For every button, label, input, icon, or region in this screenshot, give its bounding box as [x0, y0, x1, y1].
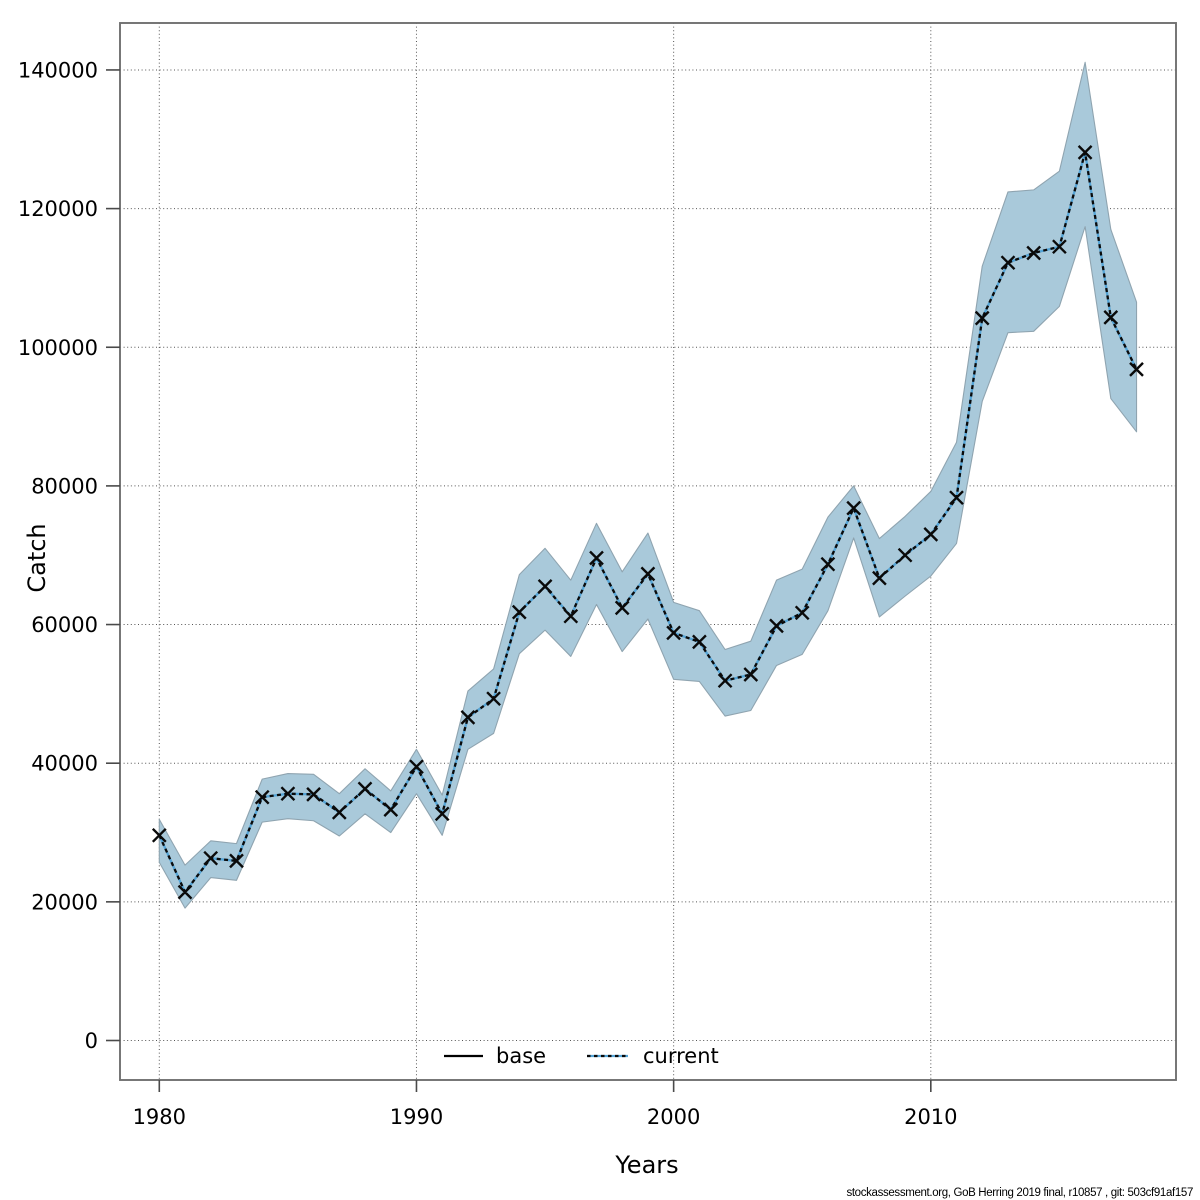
- y-tick-label: 20000: [31, 890, 98, 914]
- y-tick-label: 60000: [31, 613, 98, 637]
- x-tick-label: 1980: [133, 1105, 186, 1129]
- y-tick-label: 0: [85, 1029, 98, 1053]
- y-tick-label: 80000: [31, 474, 98, 498]
- x-tick-label: 2010: [904, 1105, 957, 1129]
- y-axis-label: Catch: [23, 523, 51, 593]
- footer-credit: stockassessment.org, GoB Herring 2019 fi…: [846, 1187, 1193, 1199]
- y-tick-label: 40000: [31, 752, 98, 776]
- current-line-dashes: [158, 151, 1138, 894]
- data-point-markers: [151, 145, 1144, 900]
- y-tick-label: 100000: [18, 336, 98, 360]
- x-axis-label: Years: [615, 1151, 679, 1179]
- legend-label-base: base: [496, 1044, 547, 1068]
- y-tick-label: 140000: [18, 58, 98, 82]
- confidence-band: [158, 61, 1138, 909]
- x-tick-label: 1990: [390, 1105, 443, 1129]
- legend-label-current: current: [643, 1044, 719, 1068]
- plot-frame: [119, 22, 1177, 1081]
- y-tick-label: 120000: [18, 197, 98, 221]
- x-tick-label: 2000: [647, 1105, 700, 1129]
